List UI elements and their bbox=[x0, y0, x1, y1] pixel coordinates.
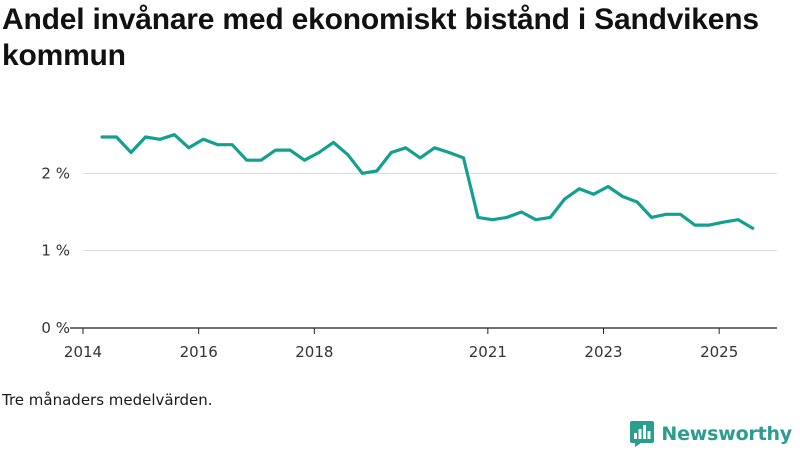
data-point bbox=[230, 143, 234, 147]
data-point bbox=[621, 195, 624, 198]
data-point bbox=[447, 151, 451, 154]
data-point bbox=[172, 133, 176, 137]
y-tick-label: 2 % bbox=[41, 164, 70, 182]
data-point bbox=[418, 156, 422, 160]
data-point bbox=[650, 216, 653, 219]
x-tick-label: 2021 bbox=[469, 343, 507, 361]
y-axis-labels: 0 % 1 % 2 % bbox=[41, 164, 70, 337]
footnote: Tre månaders medelvärden. bbox=[2, 391, 213, 409]
data-point bbox=[664, 212, 668, 216]
data-point bbox=[433, 146, 437, 150]
data-point bbox=[201, 137, 205, 141]
data-point bbox=[707, 223, 711, 227]
data-point bbox=[635, 200, 639, 204]
data-point bbox=[606, 185, 610, 188]
data-point bbox=[505, 216, 509, 219]
data-point bbox=[332, 141, 335, 144]
bar-chart-bubble-icon bbox=[630, 421, 655, 447]
data-point bbox=[679, 212, 682, 216]
data-point bbox=[693, 223, 697, 227]
data-point bbox=[100, 135, 104, 139]
data-point bbox=[216, 143, 220, 147]
data-point bbox=[563, 197, 567, 201]
data-point bbox=[592, 192, 596, 196]
data-point bbox=[317, 151, 321, 154]
data-point bbox=[404, 146, 408, 150]
data-point bbox=[519, 210, 523, 214]
series-line-0 bbox=[100, 133, 755, 230]
data-point bbox=[548, 216, 552, 219]
brand-logo[interactable]: Newsworthy bbox=[629, 419, 792, 449]
x-tick-label: 2018 bbox=[295, 343, 333, 361]
data-point bbox=[303, 158, 306, 162]
data-point bbox=[129, 151, 133, 154]
series bbox=[100, 133, 755, 230]
data-point bbox=[534, 218, 538, 222]
x-tick-label: 2023 bbox=[584, 343, 622, 361]
chart-title: Andel invånare med ekonomiskt bistånd i … bbox=[2, 3, 759, 72]
data-point bbox=[158, 137, 162, 141]
data-point bbox=[115, 135, 118, 139]
x-tick-label: 2014 bbox=[64, 343, 102, 361]
brand-name: Newsworthy bbox=[661, 423, 792, 445]
data-point bbox=[245, 158, 249, 162]
data-point bbox=[187, 146, 191, 150]
data-point bbox=[288, 148, 292, 152]
data-point bbox=[577, 187, 581, 191]
x-tick-label: 2025 bbox=[700, 343, 738, 361]
data-point bbox=[144, 135, 147, 139]
data-point bbox=[346, 153, 350, 157]
data-point bbox=[491, 218, 494, 222]
gridlines bbox=[83, 172, 777, 252]
data-point bbox=[476, 216, 480, 219]
data-point bbox=[722, 220, 726, 224]
data-point bbox=[751, 226, 755, 230]
data-point bbox=[375, 169, 379, 173]
y-tick-label: 0 % bbox=[41, 319, 70, 337]
y-tick-label: 1 % bbox=[41, 242, 70, 260]
line-chart: 2014 2016 2018 2021 2023 2025 0 % 1 % 2 % bbox=[41, 133, 777, 361]
x-axis: 2014 2016 2018 2021 2023 2025 bbox=[64, 327, 777, 361]
data-point bbox=[462, 156, 465, 160]
data-point bbox=[360, 171, 364, 175]
data-point bbox=[274, 148, 277, 152]
data-point bbox=[259, 158, 263, 162]
data-point bbox=[736, 218, 740, 222]
data-point bbox=[389, 151, 393, 154]
x-tick-label: 2016 bbox=[180, 343, 218, 361]
